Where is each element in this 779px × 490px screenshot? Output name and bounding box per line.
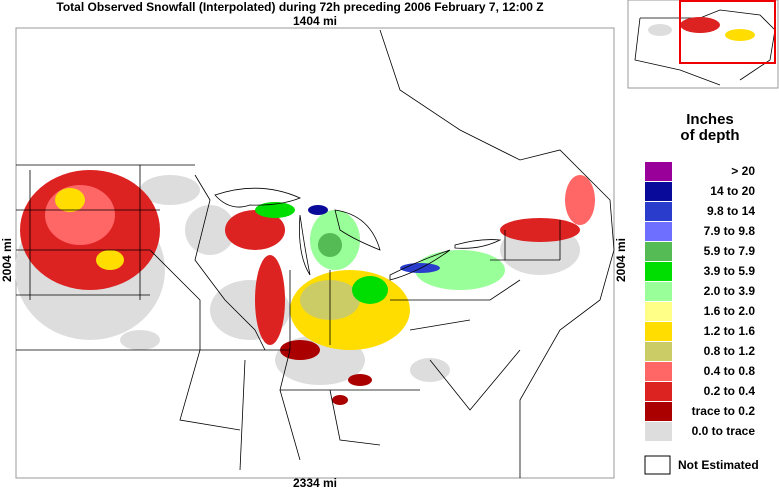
legend-label: 0.4 to 0.8 — [704, 364, 756, 378]
legend-swatch — [645, 282, 672, 301]
legend-swatch — [645, 202, 672, 221]
legend-label: 1.2 to 1.6 — [704, 324, 756, 338]
legend-swatch — [644, 455, 671, 475]
right-distance: 2004 mi — [614, 238, 628, 282]
legend-swatch — [645, 242, 672, 261]
legend-label: 7.9 to 9.8 — [704, 224, 756, 238]
legend-label: > 20 — [731, 164, 755, 178]
legend-swatch — [645, 402, 672, 421]
legend-label: Not Estimated — [678, 458, 759, 472]
legend-label: trace to 0.2 — [692, 404, 756, 418]
inset-map — [627, 0, 779, 89]
legend-label: 1.6 to 2.0 — [704, 304, 756, 318]
legend-label: 3.9 to 5.9 — [704, 264, 756, 278]
legend-label: 14 to 20 — [710, 184, 755, 198]
top-distance: 1404 mi — [293, 14, 337, 28]
legend-swatch — [645, 362, 672, 381]
legend-swatch — [645, 342, 672, 361]
legend-label: 5.9 to 7.9 — [704, 244, 756, 258]
legend-swatch — [645, 182, 672, 201]
legend-label: 9.8 to 14 — [707, 204, 755, 218]
title: Total Observed Snowfall (Interpolated) d… — [56, 0, 543, 14]
legend-label: 2.0 to 3.9 — [704, 284, 756, 298]
legend-label: 0.2 to 0.4 — [704, 384, 756, 398]
legend-title: of depth — [680, 127, 739, 144]
map: 1404 mi 2334 mi 2004 mi 2004 mi — [0, 14, 628, 490]
legend-swatch — [645, 302, 672, 321]
legend-swatch — [645, 162, 672, 181]
left-distance: 2004 mi — [0, 238, 14, 282]
legend-title: Inches — [686, 111, 734, 128]
legend-label: 0.0 to trace — [692, 424, 756, 438]
boundaries — [16, 29, 615, 478]
legend-swatch — [645, 322, 672, 341]
legend-swatch — [645, 262, 672, 281]
legend-swatch — [645, 222, 672, 241]
legend-swatch — [645, 422, 672, 441]
snow-areas — [20, 170, 595, 405]
legend-swatch — [645, 382, 672, 401]
legend-label: 0.8 to 1.2 — [704, 344, 756, 358]
bottom-distance: 2334 mi — [293, 476, 337, 490]
